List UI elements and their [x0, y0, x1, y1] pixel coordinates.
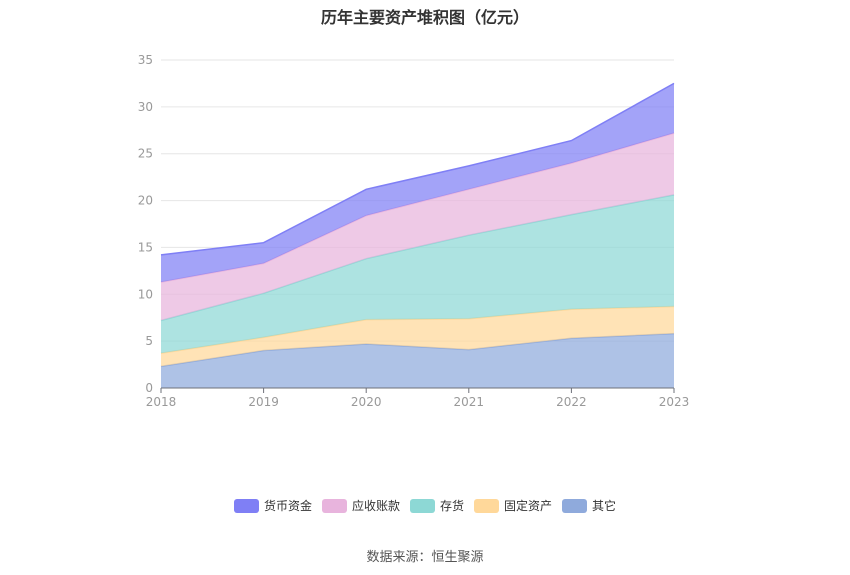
legend-item[interactable]: 货币资金: [233, 497, 312, 514]
legend-swatch: [409, 498, 435, 513]
x-tick-label: 2022: [556, 395, 587, 409]
y-tick-label: 5: [145, 334, 153, 348]
legend-swatch: [321, 498, 347, 513]
area-series-2: [161, 194, 674, 354]
y-tick-label: 0: [145, 381, 153, 395]
legend-label: 存货: [439, 499, 464, 513]
legend-label: 固定资产: [504, 499, 553, 513]
legend-swatch: [474, 498, 499, 513]
axes: 0 5 10 15 20 25 30 35 2018 2019 2020 2021 2022 2023: [138, 53, 690, 409]
legend-item[interactable]: 存货: [409, 497, 464, 514]
area-series-3: [161, 133, 674, 321]
legend-item[interactable]: 其它: [562, 497, 616, 514]
y-tick-label: 25: [138, 147, 153, 161]
chart-title: 历年主要资产堆积图（亿元）: [320, 8, 529, 27]
x-tick-label: 2020: [351, 395, 382, 409]
x-tick-label: 2018: [146, 395, 177, 409]
area-series-1: [161, 306, 674, 367]
legend-item[interactable]: 应收账款: [321, 497, 400, 514]
legend: 货币资金 应收账款 存货 固定资产 其它: [0, 497, 850, 514]
y-tick-label: 10: [138, 287, 153, 301]
y-tick-label: 35: [138, 53, 153, 67]
x-tick-label: 2021: [454, 395, 485, 409]
legend-label: 货币资金: [263, 499, 312, 513]
x-tick-label: 2019: [248, 395, 279, 409]
legend-swatch: [562, 498, 588, 513]
y-tick-label: 20: [138, 194, 153, 208]
legend-label: 应收账款: [351, 499, 400, 513]
legend-swatch: [233, 498, 259, 513]
x-tick-label: 2023: [659, 395, 690, 409]
y-tick-label: 15: [138, 240, 153, 254]
series-line-4: [160, 82, 675, 256]
area-series-0: [161, 333, 674, 388]
legend-item[interactable]: 固定资产: [474, 497, 552, 514]
data-source: 数据来源：恒生聚源: [366, 550, 484, 565]
area-series: [160, 82, 675, 388]
legend-label: 其它: [592, 499, 617, 513]
y-tick-label: 30: [138, 100, 153, 114]
area-series-4: [161, 83, 674, 283]
